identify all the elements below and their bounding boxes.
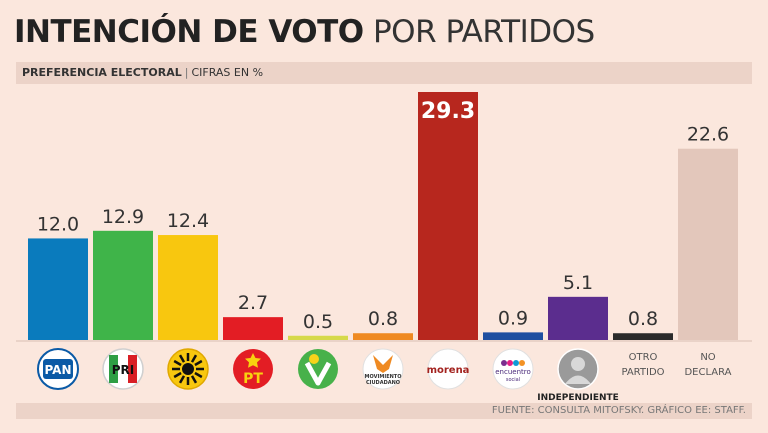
pri-logo-text: PRI (112, 363, 135, 377)
mc-logo-text: MOVIMIENTO (365, 374, 402, 380)
prd-logo-ray (173, 371, 182, 379)
pan-logo-box (43, 359, 73, 379)
title-light: POR PARTIDOS (372, 14, 595, 50)
page-title: INTENCIÓN DE VOTO POR PARTIDOS (14, 12, 595, 52)
subtitle-bold: PREFERENCIA ELECTORAL (22, 66, 182, 79)
bar-pt (223, 317, 283, 340)
value-label-pvem: 0.5 (303, 311, 333, 333)
prd-logo-ray (178, 375, 186, 384)
title-bold: INTENCIÓN DE VOTO (14, 14, 364, 50)
pes-logo-disc (492, 348, 534, 390)
category-label-line: DECLARA (684, 367, 731, 378)
value-label-no-declara: 22.6 (687, 124, 729, 146)
morena-logo: morena (427, 348, 470, 390)
pri-logo-red (128, 355, 137, 383)
mc-logo-eagle (373, 355, 393, 373)
value-label-pan: 12.0 (37, 213, 79, 235)
category-label-otro-partido: OTRO PARTIDO (621, 352, 664, 378)
value-label-prd: 12.4 (167, 210, 209, 232)
subtitle-light: CIFRAS EN % (191, 66, 264, 79)
subtitle-separator: | (184, 66, 189, 79)
pvem-logo-toucan (309, 354, 319, 364)
bar-prd (158, 235, 218, 340)
pes-logo-dot (519, 360, 525, 366)
pan-logo-text: PAN (44, 363, 71, 377)
bar-otro-partido (613, 333, 673, 340)
pes-logo-text: social (506, 377, 520, 383)
morena-logo-disc (427, 348, 469, 390)
prd-logo-ray (173, 359, 182, 367)
morena-logo-text: morena (427, 365, 470, 376)
value-label-otro-partido: 0.8 (628, 308, 658, 330)
value-label-pri: 12.9 (102, 206, 144, 228)
bar-no-declara (678, 148, 738, 340)
pri-logo-white (118, 355, 128, 383)
pt-logo: PT (233, 349, 273, 389)
subtitle: PREFERENCIA ELECTORAL | CIFRAS EN % (22, 66, 263, 80)
category-label-line: OTRO (629, 352, 658, 363)
pvem-logo (298, 349, 338, 389)
value-label-morena: 29.3 (421, 99, 475, 124)
bar-encuentro-social (483, 332, 543, 340)
bar-independiente (548, 296, 608, 340)
pes-logo-dot (507, 360, 513, 366)
independiente-label: INDEPENDIENTE (537, 393, 619, 403)
pan-logo: PAN (37, 348, 79, 390)
bar-pvem (288, 335, 348, 340)
independiente-silhouette: INDEPENDIENTE (537, 348, 619, 403)
pes-logo-text: encuentro (495, 368, 531, 376)
bar-pri (93, 230, 153, 340)
pvem-logo-v (304, 361, 332, 386)
pri-logo-green (109, 355, 118, 383)
mc-logo-text: CIUDADANO (366, 380, 400, 386)
value-label-movimiento-ciudadano: 0.8 (368, 308, 398, 330)
source-note: FUENTE: CONSULTA MITOFSKY. GRÁFICO EE: S… (491, 405, 746, 416)
independiente-head (571, 357, 585, 371)
pes-logo-dot (513, 360, 519, 366)
bar-morena (418, 92, 478, 340)
prd-logo-ray (178, 354, 186, 363)
value-label-pt: 2.7 (238, 292, 268, 314)
pvem-logo-disc (298, 349, 338, 389)
prd-logo-ray (194, 371, 203, 379)
pt-logo-star (245, 353, 261, 368)
pt-logo-text: PT (243, 371, 263, 387)
prd-logo (167, 348, 209, 390)
category-label-line: PARTIDO (621, 367, 664, 378)
pri-logo: PRI (102, 348, 144, 390)
bar-pan (28, 238, 88, 340)
pes-logo-dot (501, 360, 507, 366)
category-label-line: NO (700, 352, 715, 363)
footer-bar: FUENTE: CONSULTA MITOFSKY. GRÁFICO EE: S… (16, 403, 752, 419)
pt-logo-disc (233, 349, 273, 389)
category-label-no-declara: NO DECLARA (684, 352, 731, 378)
prd-logo-ray (194, 359, 203, 367)
independiente-body (565, 375, 591, 384)
bar-movimiento-ciudadano (353, 333, 413, 340)
value-label-encuentro-social: 0.9 (498, 307, 528, 329)
value-label-independiente: 5.1 (563, 272, 593, 294)
prd-logo-ray (190, 375, 198, 384)
prd-logo-ray (190, 354, 198, 363)
subtitle-bar: PREFERENCIA ELECTORAL | CIFRAS EN % (16, 62, 752, 84)
prd-logo-sun (182, 363, 194, 375)
